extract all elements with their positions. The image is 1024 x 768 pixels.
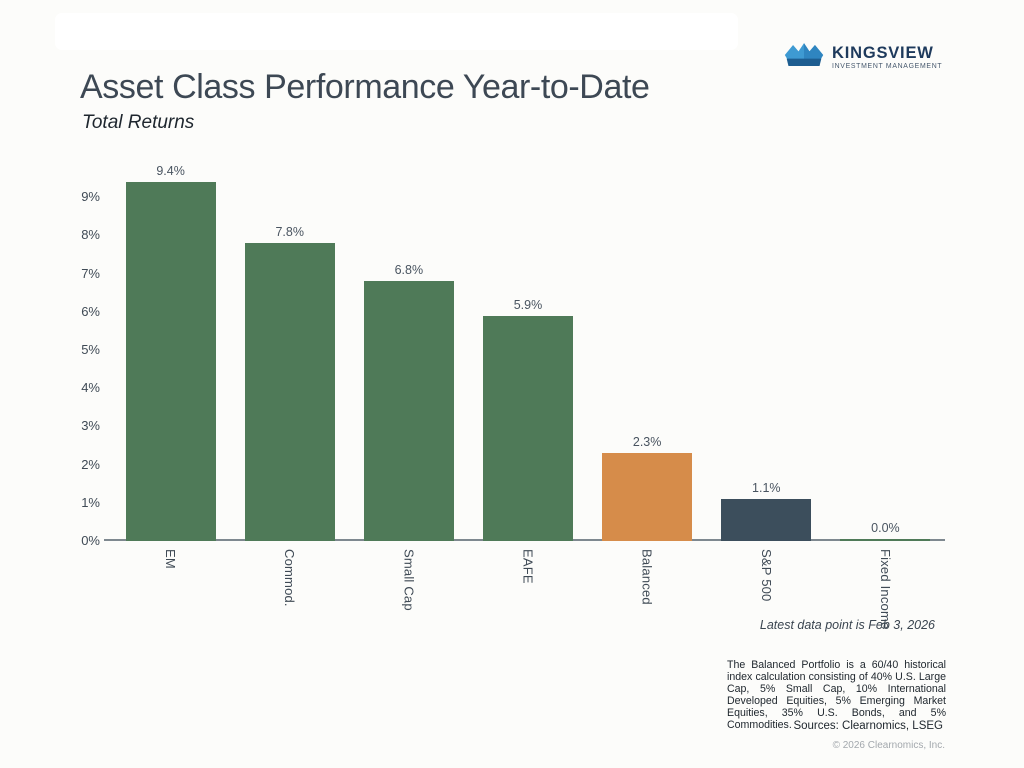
- y-tick-label: 0%: [81, 533, 100, 548]
- brand-name: KINGSVIEW: [832, 44, 934, 62]
- kingsview-logo: KINGSVIEW INVESTMENT MANAGEMENT: [783, 40, 942, 75]
- y-tick-label: 8%: [81, 227, 100, 243]
- bar: [602, 453, 693, 541]
- x-category-label: EAFE: [520, 549, 536, 584]
- page-subtitle: Total Returns: [82, 112, 195, 133]
- disclaimer-text: The Balanced Portfolio is a 60/40 histor…: [727, 659, 946, 731]
- y-tick-label: 5%: [81, 342, 100, 357]
- copyright-text: © 2026 Clearnomics, Inc.: [832, 740, 945, 751]
- bars-row: 9.4% 7.8% 6.8% 5.9% 2.3% 1.1% 0.0%: [111, 160, 945, 541]
- bar-column: 6.8%: [349, 160, 468, 541]
- crown-icon: [783, 40, 825, 75]
- bar-column: 2.3%: [588, 160, 707, 541]
- x-label-cell: Small Cap: [349, 549, 468, 659]
- y-tick-label: 9%: [81, 189, 100, 205]
- latest-data-note: Latest data point is Feb 3, 2026: [759, 618, 935, 632]
- bar-value-label: 7.8%: [275, 225, 304, 240]
- brand-tagline: INVESTMENT MANAGEMENT: [832, 63, 943, 70]
- y-tick-label: 2%: [81, 456, 100, 472]
- bar-value-label: 9.4%: [156, 163, 185, 178]
- bar-column: 9.4%: [111, 160, 230, 541]
- bar: [840, 539, 931, 541]
- y-tick-label: 4%: [81, 380, 100, 396]
- bar-value-label: 0.0%: [871, 521, 900, 535]
- y-tick-label: 1%: [81, 494, 100, 510]
- y-tick-label: 3%: [81, 418, 100, 434]
- bar-value-label: 5.9%: [513, 297, 543, 312]
- bar-column: 5.9%: [468, 160, 587, 541]
- sources-text: Sources: Clearnomics, LSEG: [793, 720, 943, 732]
- bar-column: 7.8%: [230, 160, 349, 541]
- x-label-cell: EM: [111, 549, 230, 659]
- x-label-cell: EAFE: [468, 549, 587, 659]
- x-label-cell: Balanced: [588, 549, 707, 659]
- bar-value-label: 6.8%: [394, 263, 424, 278]
- page-title: Asset Class Performance Year-to-Date: [80, 68, 650, 106]
- y-tick-label: 6%: [81, 303, 100, 319]
- bar-value-label: 1.1%: [752, 480, 781, 495]
- x-label-cell: Fixed Income: [826, 549, 945, 659]
- header-highlight-box: [55, 13, 738, 50]
- bar-column: 0.0%: [826, 160, 945, 541]
- xlabels-row: EM Commod. Small Cap EAFE Balanced S&P 500 Fix…: [111, 549, 945, 659]
- x-category-label: Balanced: [639, 549, 655, 605]
- x-category-label: Fixed Income: [877, 549, 893, 630]
- x-category-label: S&P 500: [758, 549, 774, 602]
- x-category-label: EM: [163, 549, 179, 569]
- y-tick-label: 7%: [81, 265, 100, 281]
- bar-value-label: 2.3%: [632, 435, 662, 450]
- bar: [125, 181, 216, 541]
- bar: [482, 315, 573, 541]
- bar-column: 1.1%: [707, 160, 826, 541]
- bar: [363, 281, 454, 541]
- logo-text: KINGSVIEW INVESTMENT MANAGEMENT: [832, 44, 943, 71]
- bar: [244, 243, 335, 541]
- bar: [721, 498, 812, 541]
- x-category-label: Commod.: [282, 549, 298, 607]
- x-category-label: Small Cap: [401, 549, 417, 611]
- x-label-cell: Commod.: [230, 549, 349, 659]
- x-label-cell: S&P 500: [707, 549, 826, 659]
